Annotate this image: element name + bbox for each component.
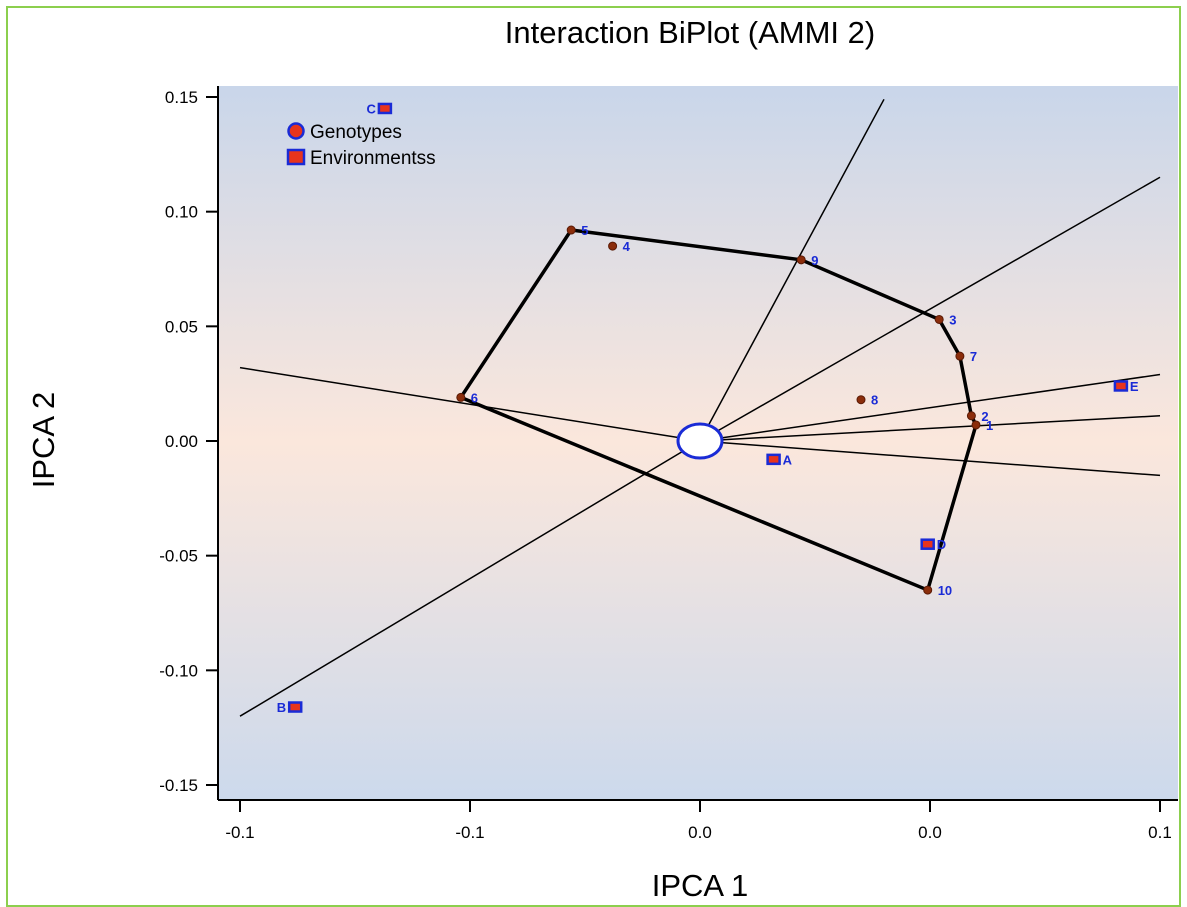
genotype-label: 4 — [623, 239, 631, 254]
genotype-point — [966, 411, 976, 421]
genotype-point — [923, 585, 933, 595]
environment-label: D — [937, 537, 946, 552]
chart-title: Interaction BiPlot (AMMI 2) — [505, 15, 875, 50]
genotype-label: 5 — [581, 223, 588, 238]
genotype-point — [934, 314, 944, 324]
y-tick-label: 0.05 — [165, 317, 198, 336]
genotype-point — [608, 241, 618, 251]
y-axis-label: IPCA 2 — [26, 392, 61, 489]
x-tick-label: 0.1 — [1148, 823, 1172, 842]
biplot-ray — [239, 366, 701, 442]
legend: Genotypes Environmentss — [286, 122, 436, 169]
environment-point — [287, 701, 303, 713]
environment-point — [766, 453, 781, 466]
genotype-label: 3 — [949, 312, 956, 327]
genotype-label: 7 — [970, 349, 977, 364]
environment-point — [377, 102, 393, 115]
x-axis-label: IPCA 1 — [652, 868, 749, 903]
x-tick-label: -0.1 — [455, 823, 484, 842]
y-tick-label: 0.00 — [165, 432, 198, 451]
x-tick-label: 0.0 — [918, 823, 942, 842]
origin-marker — [676, 422, 724, 460]
genotype-point — [971, 420, 981, 430]
genotype-point — [955, 351, 965, 361]
genotype-point — [566, 225, 576, 235]
biplot-ray — [699, 440, 1161, 477]
genotype-label: 8 — [871, 393, 878, 408]
y-tick-label: -0.15 — [159, 776, 198, 795]
biplot-ray — [239, 440, 701, 717]
y-tick-label: 0.10 — [165, 203, 198, 222]
genotype-point — [456, 392, 466, 402]
y-tick-label: -0.05 — [159, 547, 198, 566]
genotype-label: 6 — [471, 390, 478, 405]
legend-entry-label: Genotypes — [310, 122, 402, 143]
genotype-point — [796, 255, 806, 265]
biplot-ray — [699, 98, 885, 442]
y-tick-label: -0.10 — [159, 661, 198, 680]
environment-label: C — [367, 101, 377, 116]
y-tick-label: 0.15 — [165, 88, 198, 107]
biplot-ray — [699, 415, 1161, 442]
biplot-ray — [699, 176, 1161, 442]
biplot-ray — [699, 373, 1161, 442]
environment-label: B — [277, 700, 286, 715]
genotype-label: 9 — [811, 253, 818, 268]
environment-point — [1113, 380, 1129, 392]
legend-genotype-icon — [287, 122, 305, 140]
environment-point — [920, 538, 935, 550]
x-tick-label: -0.1 — [225, 823, 254, 842]
legend-environment-icon — [286, 148, 306, 166]
genotype-point — [856, 395, 866, 405]
legend-entry-label: Environmentss — [310, 148, 436, 169]
genotype-label: 2 — [981, 409, 988, 424]
genotype-label: 10 — [938, 583, 952, 598]
figure-border — [6, 6, 1181, 907]
environment-label: A — [783, 452, 793, 467]
x-tick-label: 0.0 — [688, 823, 712, 842]
genotype-label: 1 — [986, 418, 993, 433]
environment-label: E — [1130, 379, 1139, 394]
